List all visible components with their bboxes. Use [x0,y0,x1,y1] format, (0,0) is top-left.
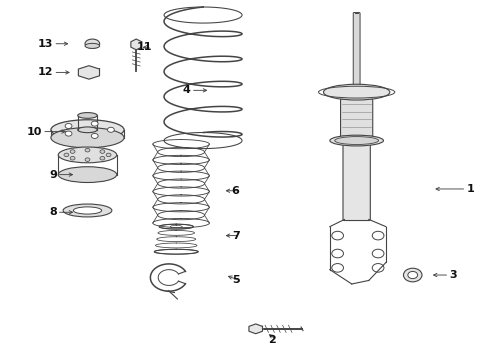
Text: 8: 8 [49,207,57,217]
Ellipse shape [407,271,417,279]
Circle shape [331,264,343,272]
Text: 2: 2 [268,334,276,345]
Ellipse shape [85,39,100,48]
Text: 6: 6 [231,186,239,196]
Text: 11: 11 [136,42,152,52]
Ellipse shape [51,128,124,148]
Ellipse shape [403,268,421,282]
FancyBboxPatch shape [352,13,359,87]
Text: 10: 10 [27,127,42,136]
Ellipse shape [334,136,378,144]
Circle shape [371,231,383,240]
FancyBboxPatch shape [342,144,369,221]
Ellipse shape [58,147,117,163]
Circle shape [91,121,98,126]
Ellipse shape [78,113,97,118]
Circle shape [100,157,104,160]
Circle shape [371,249,383,258]
Circle shape [70,157,75,160]
Ellipse shape [58,167,117,183]
Polygon shape [78,66,99,79]
Circle shape [84,69,94,76]
Ellipse shape [85,43,100,48]
Circle shape [65,123,72,129]
Circle shape [64,153,69,157]
FancyBboxPatch shape [340,99,372,140]
Circle shape [100,150,104,153]
Circle shape [107,127,114,132]
Ellipse shape [78,127,97,133]
Text: 12: 12 [38,67,53,77]
Text: 4: 4 [183,85,190,95]
Ellipse shape [73,207,102,214]
Circle shape [65,131,72,136]
Text: 9: 9 [49,170,57,180]
Ellipse shape [51,120,124,140]
Circle shape [331,231,343,240]
Polygon shape [248,324,262,334]
Circle shape [91,134,98,139]
Text: 3: 3 [448,270,456,280]
Ellipse shape [63,204,112,217]
Text: 5: 5 [231,275,239,285]
Ellipse shape [323,84,389,100]
Circle shape [70,150,75,153]
Text: 13: 13 [38,39,53,49]
Circle shape [331,249,343,258]
Polygon shape [131,39,142,50]
Circle shape [371,264,383,272]
Circle shape [85,148,90,152]
Ellipse shape [329,135,383,146]
Text: 7: 7 [231,231,239,240]
Circle shape [85,158,90,161]
Circle shape [106,153,111,157]
Text: 1: 1 [466,184,473,194]
